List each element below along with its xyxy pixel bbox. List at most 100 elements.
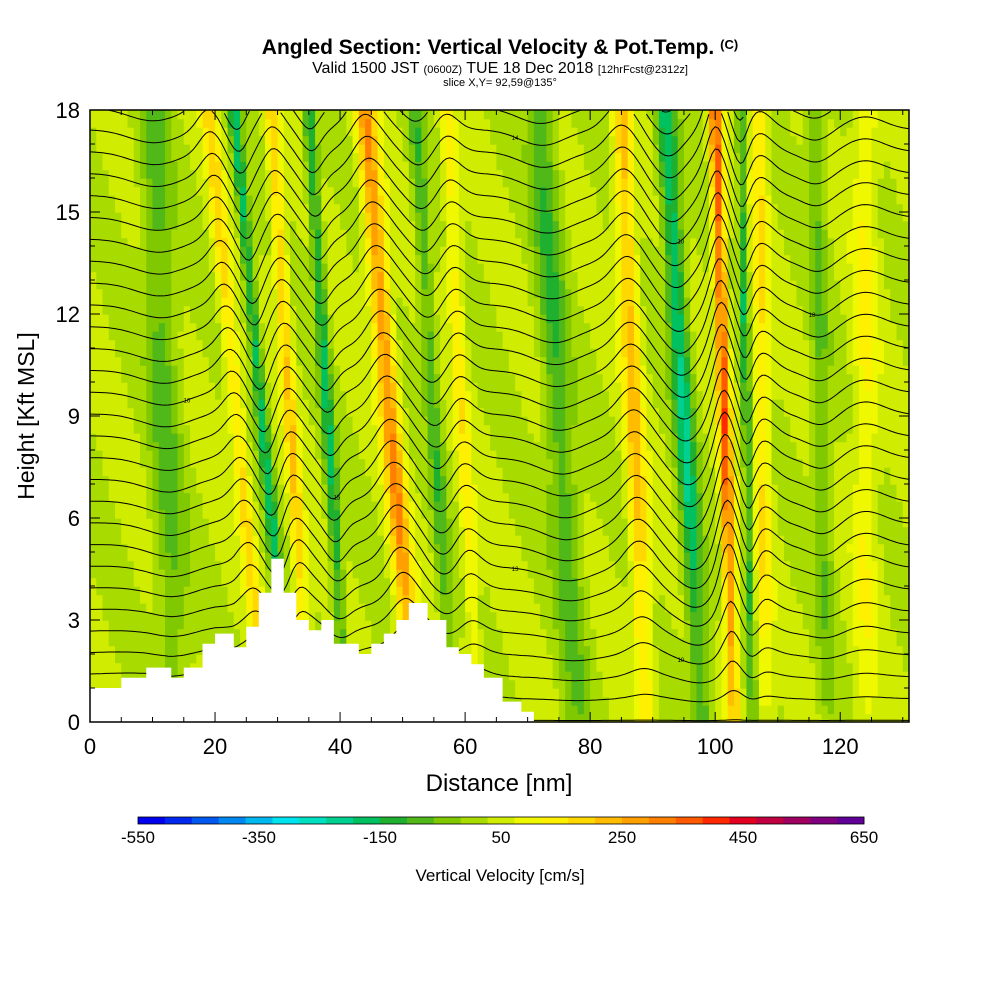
velocity-cell bbox=[883, 645, 891, 655]
velocity-cell bbox=[415, 509, 423, 519]
velocity-cell bbox=[283, 467, 291, 477]
velocity-cell bbox=[140, 509, 147, 519]
velocity-cell bbox=[615, 501, 623, 511]
velocity-cell bbox=[583, 688, 591, 698]
velocity-cell bbox=[596, 611, 604, 621]
velocity-cell bbox=[702, 671, 710, 681]
velocity-cell bbox=[658, 543, 666, 553]
velocity-cell bbox=[96, 467, 104, 477]
velocity-cell bbox=[90, 407, 97, 417]
velocity-cell bbox=[552, 696, 560, 706]
velocity-cell bbox=[408, 424, 416, 434]
velocity-cell bbox=[127, 577, 135, 587]
velocity-cell bbox=[415, 586, 423, 596]
velocity-cell bbox=[333, 603, 341, 613]
velocity-cell bbox=[290, 535, 298, 545]
velocity-cell bbox=[477, 399, 485, 409]
velocity-cell bbox=[290, 577, 298, 587]
velocity-cell bbox=[333, 594, 341, 604]
velocity-cell bbox=[808, 603, 816, 613]
velocity-cell bbox=[202, 603, 210, 613]
velocity-cell bbox=[508, 586, 516, 596]
velocity-cell bbox=[265, 577, 272, 587]
velocity-cell bbox=[277, 535, 285, 545]
velocity-cell bbox=[402, 467, 410, 477]
velocity-cell bbox=[902, 535, 909, 545]
velocity-cell bbox=[321, 518, 329, 528]
velocity-cell bbox=[615, 560, 623, 570]
velocity-cell bbox=[771, 552, 779, 562]
velocity-cell bbox=[215, 620, 222, 630]
velocity-cell bbox=[758, 603, 766, 613]
velocity-cell bbox=[702, 645, 710, 655]
velocity-cell bbox=[458, 458, 466, 468]
velocity-cell bbox=[340, 611, 348, 621]
velocity-cell bbox=[202, 424, 210, 434]
velocity-cell bbox=[590, 577, 598, 587]
velocity-cell bbox=[158, 441, 166, 451]
velocity-cell bbox=[890, 484, 898, 494]
velocity-cell bbox=[283, 458, 291, 468]
velocity-cell bbox=[746, 441, 754, 451]
velocity-cell bbox=[633, 484, 641, 494]
velocity-cell bbox=[721, 569, 729, 579]
velocity-cell bbox=[508, 458, 516, 468]
velocity-cell bbox=[296, 577, 304, 587]
velocity-cell bbox=[127, 594, 135, 604]
velocity-cell bbox=[127, 654, 135, 664]
velocity-cell bbox=[358, 535, 366, 545]
velocity-cell bbox=[765, 611, 773, 621]
velocity-cell bbox=[733, 654, 741, 664]
velocity-cell bbox=[315, 560, 323, 570]
velocity-cell bbox=[115, 679, 122, 689]
velocity-cell bbox=[802, 552, 810, 562]
velocity-cell bbox=[227, 620, 235, 630]
velocity-cell bbox=[133, 654, 141, 664]
velocity-cell bbox=[746, 594, 754, 604]
velocity-cell bbox=[583, 518, 591, 528]
velocity-cell bbox=[883, 492, 891, 502]
velocity-cell bbox=[108, 424, 116, 434]
velocity-cell bbox=[608, 416, 616, 426]
velocity-cell bbox=[808, 433, 816, 443]
velocity-cell bbox=[96, 628, 104, 638]
velocity-cell bbox=[190, 543, 197, 553]
velocity-cell bbox=[571, 560, 579, 570]
velocity-cell bbox=[890, 424, 898, 434]
velocity-cell bbox=[765, 458, 773, 468]
velocity-cell bbox=[527, 535, 535, 545]
velocity-cell bbox=[115, 484, 122, 494]
velocity-cell bbox=[540, 586, 548, 596]
velocity-cell bbox=[858, 492, 866, 502]
velocity-cell bbox=[665, 484, 673, 494]
velocity-cell bbox=[865, 569, 873, 579]
velocity-cell bbox=[696, 705, 704, 715]
velocity-cell bbox=[390, 458, 398, 468]
velocity-cell bbox=[121, 467, 129, 477]
velocity-cell bbox=[508, 526, 516, 536]
velocity-cell bbox=[890, 662, 898, 672]
velocity-cell bbox=[702, 441, 710, 451]
velocity-cell bbox=[671, 679, 679, 689]
velocity-cell bbox=[408, 552, 416, 562]
velocity-cell bbox=[733, 467, 741, 477]
velocity-cell bbox=[646, 696, 654, 706]
velocity-cell bbox=[858, 526, 866, 536]
velocity-cell bbox=[715, 577, 723, 587]
velocity-cell bbox=[877, 424, 885, 434]
velocity-cell bbox=[108, 552, 116, 562]
velocity-cell bbox=[465, 484, 473, 494]
velocity-cell bbox=[121, 560, 129, 570]
velocity-cell bbox=[840, 543, 848, 553]
velocity-cell bbox=[102, 416, 110, 426]
velocity-cell bbox=[183, 637, 191, 647]
velocity-cell bbox=[633, 433, 641, 443]
velocity-cell bbox=[815, 501, 823, 511]
velocity-cell bbox=[621, 696, 629, 706]
velocity-cell bbox=[771, 501, 779, 511]
velocity-cell bbox=[752, 577, 760, 587]
velocity-cell bbox=[646, 637, 654, 647]
velocity-cell bbox=[521, 679, 529, 689]
velocity-cell bbox=[871, 475, 879, 485]
velocity-cell bbox=[827, 628, 835, 638]
